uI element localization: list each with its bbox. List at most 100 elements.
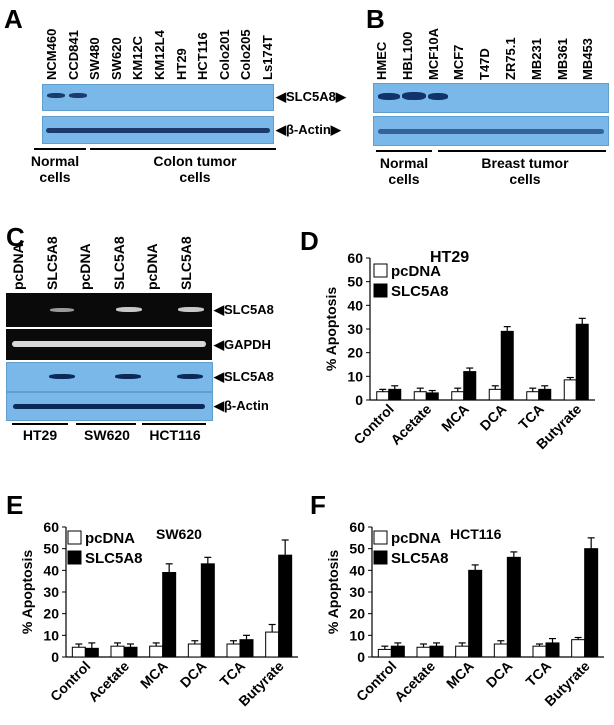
- bar: [162, 572, 177, 658]
- panel-c-actin-blot: [6, 392, 213, 421]
- panel-c-label: C: [6, 222, 25, 252]
- panel-c-cell-hct116: HCT116: [149, 427, 201, 443]
- y-tick-label: 30: [347, 321, 363, 337]
- y-tick-label: 50: [43, 541, 59, 557]
- bar: [575, 323, 589, 401]
- lane-label: T47D: [477, 48, 493, 80]
- lane-label: HMEC: [374, 41, 389, 80]
- legend-swatch: [373, 530, 388, 545]
- legend-swatch: [373, 550, 388, 565]
- y-tick-label: 30: [349, 584, 365, 600]
- y-tick-label: 0: [355, 392, 363, 408]
- lane-label: ZR75.1: [503, 37, 518, 80]
- bar: [571, 639, 586, 658]
- panel-c-sw620-underline: [76, 423, 136, 425]
- category-label: TCA: [522, 658, 554, 690]
- bar: [488, 388, 502, 401]
- bar: [278, 554, 293, 658]
- group-label: Normal: [379, 155, 429, 171]
- legend-label: pcDNA: [391, 263, 441, 280]
- y-tick-label: 20: [347, 345, 363, 361]
- bar: [425, 392, 439, 401]
- bar: [506, 556, 521, 658]
- chart-title: HT29: [430, 249, 469, 266]
- group-label: cells: [39, 169, 71, 185]
- bar: [200, 563, 215, 658]
- y-tick-label: 20: [349, 606, 365, 622]
- bar: [71, 646, 86, 658]
- bar: [390, 645, 405, 658]
- panel-b-actin-blot: [373, 116, 609, 146]
- panel-b-tumor-underline: [438, 150, 606, 152]
- category-label: MCA: [443, 658, 477, 692]
- lane-label: SLC5A8: [43, 236, 60, 290]
- bar: [468, 569, 483, 658]
- panel-b-label: B: [366, 4, 385, 34]
- lane-label: MCF7: [451, 44, 467, 80]
- bar: [239, 639, 254, 658]
- panel-c-row4-arrow: ◀β-Actin: [214, 398, 269, 413]
- panel-c-cell-sw620: SW620: [84, 427, 130, 443]
- bar: [226, 643, 241, 658]
- panel-b-normal-group: Normal cells: [366, 155, 442, 187]
- category-label: MCA: [438, 401, 472, 435]
- y-tick-label: 0: [51, 649, 59, 665]
- lane-label: pcDNA: [77, 243, 93, 290]
- y-tick-label: 40: [43, 562, 59, 578]
- category-label: DCA: [177, 658, 210, 691]
- bar: [416, 646, 431, 658]
- lane-label: NCM460: [44, 28, 59, 80]
- lane-label: SW620: [108, 37, 124, 80]
- bar: [526, 391, 540, 401]
- bar: [265, 631, 280, 658]
- bar: [187, 643, 202, 658]
- y-axis-label: % Apoptosis: [325, 550, 341, 634]
- y-axis-label: % Apoptosis: [19, 550, 35, 634]
- legend-swatch: [373, 263, 388, 278]
- lane-label: SLC5A8: [177, 236, 194, 290]
- panel-c-row2-arrow: ◀GAPDH: [214, 337, 271, 352]
- panel-c-row1-arrow: ◀SLC5A8: [214, 302, 274, 317]
- lane-label: pcDNA: [10, 243, 26, 290]
- bar: [429, 645, 444, 658]
- category-label: Acetate: [387, 401, 434, 448]
- y-tick-label: 40: [349, 562, 365, 578]
- legend-label: SLC5A8: [85, 550, 143, 567]
- bar: [123, 646, 138, 658]
- bar: [584, 548, 599, 658]
- panel-b-slc5a8-blot: [373, 83, 609, 113]
- panel-c-row3-arrow: ◀SLC5A8: [214, 369, 274, 384]
- y-tick-label: 40: [347, 297, 363, 313]
- panel-a-normal-underline: [34, 148, 86, 150]
- category-label: Acetate: [391, 658, 438, 705]
- y-tick-label: 10: [347, 368, 363, 384]
- bar: [493, 643, 508, 658]
- bar: [110, 645, 125, 658]
- chart-title: SW620: [156, 526, 202, 542]
- lane-label: MB361: [554, 38, 570, 80]
- panel-a-slc5a8-arrow: ◀SLC5A8▶: [276, 89, 346, 104]
- y-axis-label: % Apoptosis: [323, 287, 339, 371]
- panel-a-slc5a8-blot: [42, 84, 274, 111]
- category-label: Acetate: [85, 658, 132, 705]
- panel-c-ht29-underline: [12, 423, 68, 425]
- y-tick-label: 60: [43, 519, 59, 535]
- category-label: DCA: [483, 658, 516, 691]
- y-tick-label: 30: [43, 584, 59, 600]
- bar: [451, 391, 465, 401]
- lane-label: Colo201: [216, 29, 232, 80]
- panel-a-actin-blot: [42, 116, 274, 144]
- panel-c-slc5a8-rtpcr: [6, 293, 212, 327]
- panel-b-normal-underline: [376, 150, 432, 152]
- panel-a-label: A: [4, 4, 23, 34]
- lane-label: CCD841: [65, 30, 81, 80]
- chart-title: HCT116: [450, 526, 502, 542]
- bar: [545, 642, 560, 658]
- bar: [532, 645, 547, 658]
- bar: [413, 391, 427, 401]
- group-label: cells: [179, 169, 211, 185]
- legend-label: pcDNA: [85, 530, 135, 547]
- y-tick-label: 20: [43, 606, 59, 622]
- bar: [377, 648, 392, 658]
- panel-d-label: D: [300, 226, 319, 256]
